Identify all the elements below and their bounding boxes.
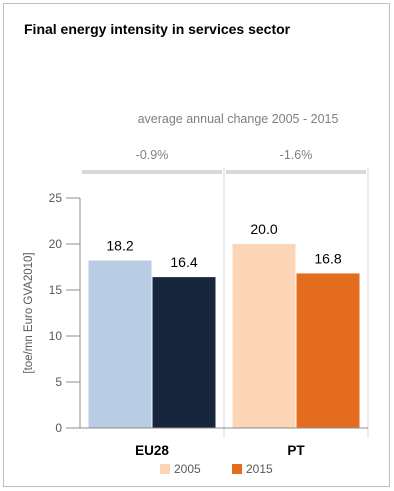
- legend-label-2005: 2005: [174, 462, 201, 476]
- bar-pt-2005: [232, 244, 296, 428]
- y-tick-label: 5: [55, 375, 62, 389]
- change-bar-eu28: [82, 170, 222, 174]
- y-tick-label: 20: [49, 237, 63, 251]
- data-label-eu28-2005: 18.2: [106, 238, 133, 254]
- legend-swatch-2015: [232, 464, 242, 474]
- x-tick-label-eu28: EU28: [135, 443, 169, 458]
- y-tick-label: 25: [49, 191, 63, 205]
- change-label-eu28: -0.9%: [136, 148, 169, 162]
- change-label-pt: -1.6%: [280, 148, 313, 162]
- legend-swatch-2005: [160, 464, 170, 474]
- bar-eu28-2015: [152, 277, 216, 428]
- data-label-eu28-2015: 16.4: [170, 254, 197, 270]
- annotation-title: average annual change 2005 - 2015: [138, 112, 339, 126]
- data-label-pt-2015: 16.8: [314, 250, 341, 266]
- data-label-pt-2005: 20.0: [250, 221, 277, 237]
- y-tick-label: 0: [55, 421, 62, 435]
- bar-pt-2015: [296, 273, 360, 428]
- chart-title: Final energy intensity in services secto…: [24, 21, 291, 37]
- change-bar-pt: [226, 170, 366, 174]
- y-axis-title: [toe/mn Euro GVA2010]: [23, 252, 35, 373]
- y-tick-label: 15: [49, 283, 63, 297]
- legend-label-2015: 2015: [246, 462, 273, 476]
- x-tick-label-pt: PT: [287, 443, 305, 458]
- bar-eu28-2005: [88, 260, 152, 428]
- y-tick-label: 10: [49, 329, 63, 343]
